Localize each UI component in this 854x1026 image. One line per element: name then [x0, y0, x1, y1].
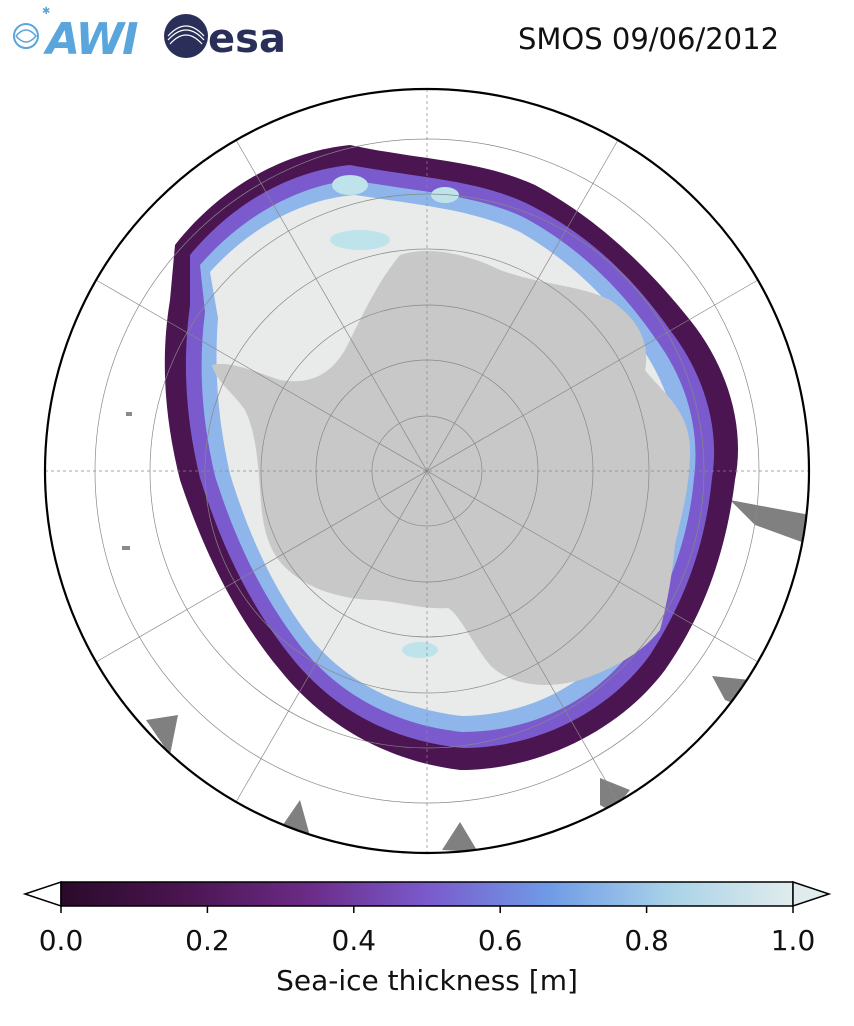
antarctica-land [212, 250, 690, 686]
colorbar-extend-high [792, 880, 832, 908]
thick-ice-patches [330, 175, 459, 658]
svg-text:✱: ✱ [42, 6, 50, 17]
esa-logo-text: esa [208, 16, 286, 62]
map-boundary [43, 87, 811, 855]
awi-logo: ✱ AWI [13, 6, 140, 65]
esa-logo: esa [164, 14, 286, 62]
colorbar-tick-label: 0.8 [624, 924, 669, 957]
colorbar-tick-label: 1.0 [770, 924, 816, 957]
logos: ✱ AWI esa [13, 6, 286, 65]
colorbar-tick-label: 0.0 [38, 924, 84, 957]
sea-ice-map [43, 87, 811, 855]
colorbar-gradient [60, 881, 794, 907]
colorbar-label: Sea-ice thickness [m] [276, 964, 578, 997]
colorbar-extend-low [22, 880, 62, 908]
awi-logo-text: AWI [43, 14, 138, 65]
colorbar-tick-label: 0.6 [477, 924, 523, 957]
graticule [45, 89, 809, 853]
colorbar-tick-label: 0.4 [331, 924, 377, 957]
colorbar-tick-label: 0.2 [185, 924, 230, 957]
colorbar [22, 880, 832, 913]
colorbar-ticks [60, 906, 794, 913]
map-title: SMOS 09/06/2012 [518, 22, 780, 56]
